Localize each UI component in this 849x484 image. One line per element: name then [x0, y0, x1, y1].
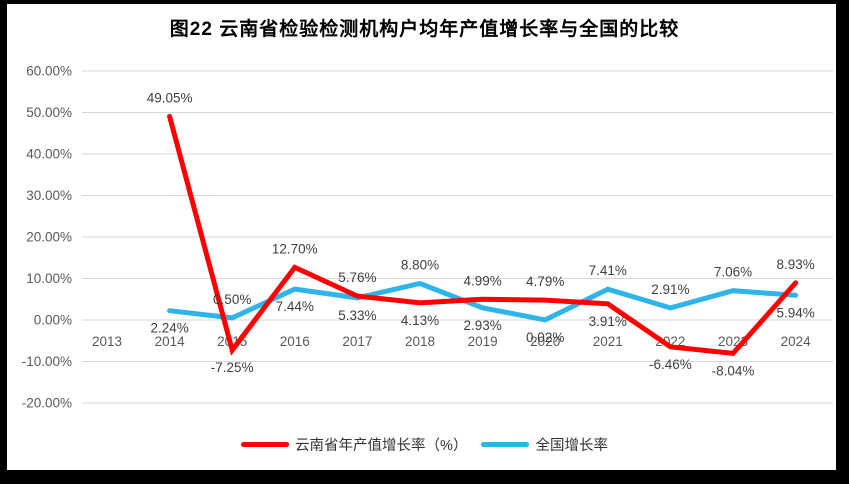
y-axis-tick-label: -10.00%	[22, 354, 72, 369]
data-label-yunnan-2014: 49.05%	[147, 90, 193, 105]
data-label-yunnan-2020: 4.79%	[526, 274, 564, 289]
data-label-national-2022: 2.91%	[651, 282, 689, 297]
y-axis-tick-label: 50.00%	[26, 105, 72, 120]
data-label-national-2019: 2.93%	[463, 318, 501, 333]
data-label-yunnan-2019: 4.99%	[463, 273, 501, 288]
x-axis-year-label: 2017	[342, 334, 372, 349]
data-label-national-2018: 8.80%	[401, 257, 439, 272]
data-label-yunnan-2016: 12.70%	[272, 241, 318, 256]
data-label-yunnan-2021: 3.91%	[589, 314, 627, 329]
x-axis-year-label: 2019	[468, 334, 498, 349]
legend-swatch-national	[481, 442, 530, 447]
data-label-national-2021: 7.41%	[589, 263, 627, 278]
data-label-national-2023: 7.06%	[714, 265, 752, 280]
x-axis-year-label: 2016	[280, 334, 310, 349]
data-label-yunnan-2015: -7.25%	[211, 360, 254, 375]
legend-label-national: 全国增长率	[535, 438, 608, 454]
data-label-national-2015: 0.50%	[213, 292, 251, 307]
y-axis-tick-label: 30.00%	[26, 188, 72, 203]
x-axis-year-label: 2024	[781, 334, 812, 349]
chart-title: 图22 云南省检验检测机构户均年产值增长率与全国的比较	[169, 19, 680, 40]
x-axis-year-label: 2014	[155, 334, 186, 349]
chart-legend: 云南省年产值增长率（%） 全国增长率	[0, 434, 849, 455]
data-label-national-2014: 2.24%	[150, 321, 188, 336]
y-axis-tick-label: 60.00%	[26, 64, 72, 79]
data-label-yunnan-2024: 8.93%	[776, 257, 814, 272]
x-axis-year-label: 2013	[92, 334, 122, 349]
legend-swatch-yunnan	[241, 442, 290, 447]
y-axis-tick-label: 10.00%	[26, 271, 72, 286]
legend-label-yunnan: 云南省年产值增长率（%）	[295, 438, 468, 454]
x-axis-year-label: 2021	[593, 334, 623, 349]
data-label-yunnan-2018: 4.13%	[401, 313, 439, 328]
y-axis-tick-label: 0.00%	[34, 313, 72, 328]
y-axis-tick-label: -20.00%	[22, 396, 72, 411]
y-axis-tick-label: 40.00%	[26, 147, 72, 162]
data-label-national-2017: 5.33%	[338, 308, 376, 323]
data-label-yunnan-2017: 5.76%	[338, 270, 376, 285]
data-label-national-2020: 0.02%	[526, 330, 564, 345]
x-axis-year-label: 2020	[530, 334, 560, 349]
legend-item-yunnan[interactable]: 云南省年产值增长率（%）	[241, 434, 467, 455]
x-axis-year-label: 2018	[405, 334, 435, 349]
data-label-national-2024: 5.94%	[776, 305, 814, 320]
data-label-yunnan-2023: -8.04%	[712, 363, 755, 378]
data-label-yunnan-2022: -6.46%	[649, 357, 692, 372]
series-line-yunnan[interactable]	[167, 113, 799, 357]
data-label-national-2016: 7.44%	[276, 299, 314, 314]
y-axis-tick-label: 20.00%	[26, 230, 72, 245]
legend-item-national[interactable]: 全国增长率	[481, 434, 608, 455]
